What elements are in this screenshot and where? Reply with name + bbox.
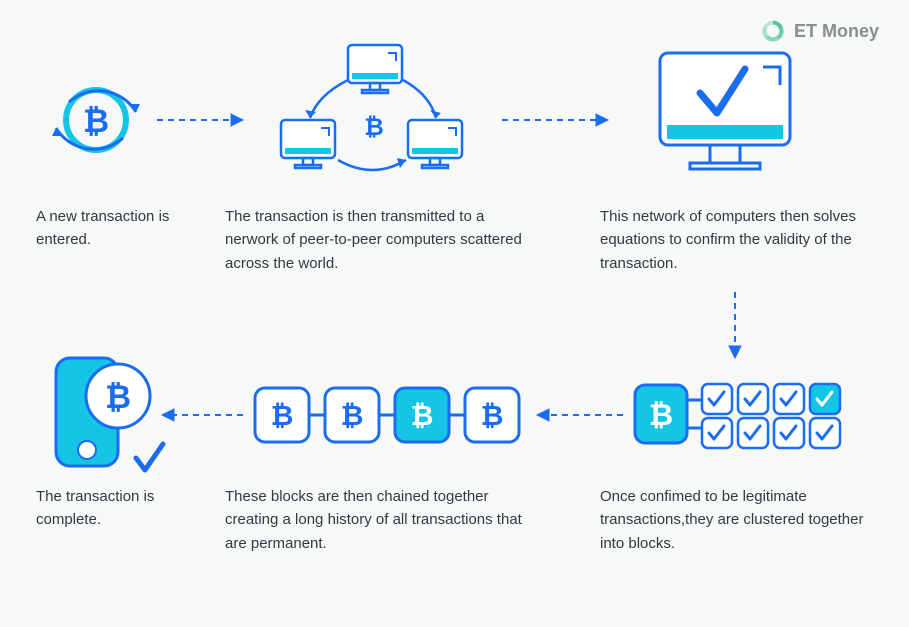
svg-text:₿: ₿	[271, 400, 294, 431]
cluster-blocks-icon: ₿	[630, 370, 860, 460]
svg-text:₿: ₿	[83, 103, 109, 139]
svg-text:₿: ₿	[649, 399, 673, 432]
step-4-caption: Once confimed to be legitimate transacti…	[600, 485, 880, 555]
brand-name: ET Money	[794, 21, 879, 42]
logo-icon	[760, 18, 786, 44]
step-3-caption: This network of computers then solves eq…	[600, 205, 880, 275]
svg-text:₿: ₿	[411, 400, 434, 431]
svg-text:₿: ₿	[481, 400, 504, 431]
network-computers-icon: ₿	[258, 40, 488, 195]
arrow-3-4	[725, 290, 745, 360]
arrow-1-2	[155, 110, 245, 130]
bitcoin-cycle-icon: ₿	[36, 60, 156, 180]
arrow-5-6	[160, 405, 245, 425]
step-4: ₿	[630, 370, 860, 465]
step-2: ₿	[258, 40, 488, 200]
step-2-caption: The transaction is then transmitted to a…	[225, 205, 525, 275]
brand-logo: ET Money	[760, 18, 879, 44]
svg-text:₿: ₿	[364, 114, 384, 141]
blockchain-icon: ₿ ₿ ₿ ₿	[245, 370, 525, 460]
arrow-4-5	[535, 405, 625, 425]
step-1-caption: A new transaction is entered.	[36, 205, 206, 252]
svg-text:₿: ₿	[105, 379, 131, 415]
validate-computer-icon	[645, 45, 805, 185]
step-5: ₿ ₿ ₿ ₿	[245, 370, 525, 465]
step-3	[645, 45, 805, 190]
step-5-caption: These blocks are then chained together c…	[225, 485, 535, 555]
step-6-caption: The transaction is complete.	[36, 485, 206, 532]
arrow-2-3	[500, 110, 610, 130]
svg-text:₿: ₿	[341, 400, 364, 431]
